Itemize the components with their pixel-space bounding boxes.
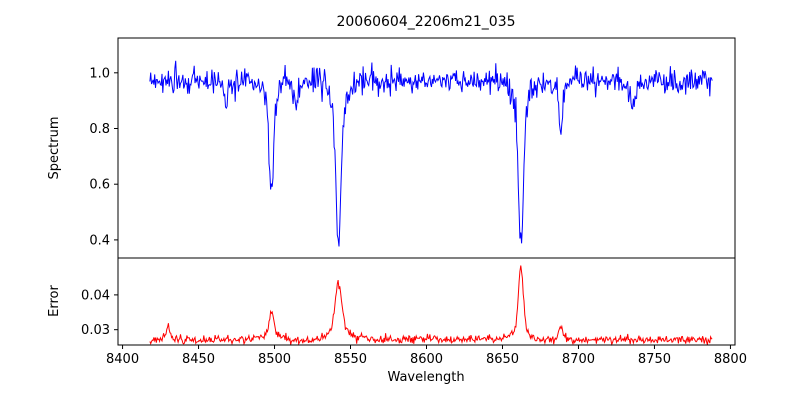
spectrum-y-tick-label: 0.6	[89, 178, 110, 193]
spectrum-y-tick-label: 0.8	[89, 122, 110, 137]
plot-area: 0.4 0.6 0.8 1.0 0.03 0.04 8400 8450 8500 8550 8600…	[81, 37, 747, 367]
error-line	[149, 265, 713, 347]
error-y-tick-label: 0.04	[81, 288, 110, 303]
error-panel-border	[117, 257, 736, 346]
x-tick-label: 8750	[638, 352, 671, 367]
error-y-axis-label: Error	[47, 285, 62, 317]
spectrum-y-tick-label: 0.4	[89, 233, 110, 248]
x-tick-label: 8600	[410, 352, 443, 367]
error-y-tick-label: 0.03	[81, 323, 110, 338]
x-tick-label: 8800	[714, 352, 747, 367]
x-tick-label: 8550	[334, 352, 367, 367]
x-tick-label: 8700	[562, 352, 595, 367]
spectrum-panel-border	[117, 37, 736, 259]
spectrum-y-tick-label: 1.0	[89, 66, 110, 81]
x-tick-label: 8500	[258, 352, 291, 367]
x-axis-label: Wavelength	[387, 370, 464, 385]
x-tick-label: 8400	[106, 352, 139, 367]
chart-title: 20060604_2206m21_035	[336, 14, 515, 30]
x-tick-label: 8650	[486, 352, 519, 367]
spectrum-y-axis-label: Spectrum	[47, 117, 62, 180]
x-tick-label: 8450	[182, 352, 215, 367]
spectrum-line	[149, 60, 713, 247]
